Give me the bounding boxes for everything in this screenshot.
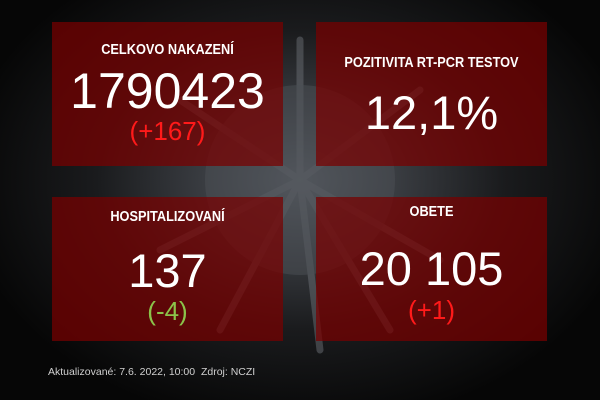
card-title: POZITIVITA RT-PCR TESTOV	[344, 55, 519, 71]
card-total-infected: CELKOVO NAKAZENÍ 1790423 (+167)	[52, 22, 283, 166]
card-value: 1790423	[70, 63, 265, 119]
card-value: 137	[128, 244, 207, 297]
card-delta: (+1)	[408, 295, 455, 325]
card-pcr-positivity: POZITIVITA RT-PCR TESTOV 12,1%	[316, 22, 547, 166]
card-title: HOSPITALIZOVANÍ	[110, 209, 225, 225]
card-delta: (+167)	[129, 116, 206, 146]
footer: Aktualizované: 7.6. 2022, 10:00 Zdroj: N…	[48, 366, 255, 378]
card-value: 20 105	[359, 242, 504, 295]
card-value: 12,1%	[364, 86, 499, 139]
updated-timestamp: Aktualizované: 7.6. 2022, 10:00	[48, 366, 196, 378]
card-title: OBETE	[409, 204, 454, 220]
card-hospitalized: HOSPITALIZOVANÍ 137 (-4)	[52, 197, 283, 341]
card-delta: (-4)	[147, 296, 188, 326]
data-source: Zdroj: NCZI	[200, 366, 256, 378]
card-title: CELKOVO NAKAZENÍ	[101, 42, 234, 58]
card-deaths: OBETE 20 105 (+1)	[316, 197, 547, 341]
